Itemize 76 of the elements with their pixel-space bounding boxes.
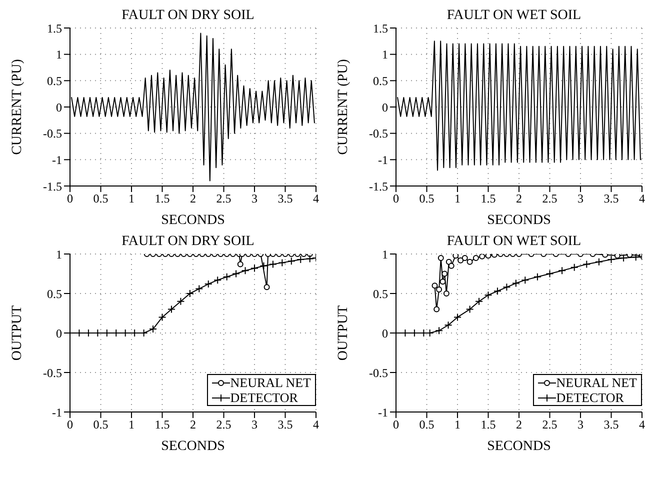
y-tick-label: -0.5 (369, 366, 388, 380)
y-tick-label: -1 (52, 405, 62, 420)
y-tick-label: 1.5 (373, 21, 388, 36)
x-tick-label: 2 (516, 418, 522, 432)
x-tick-label: 4 (639, 192, 645, 206)
x-tick-label: 2.5 (542, 192, 558, 206)
x-tick-label: 1.5 (154, 192, 170, 206)
y-tick-label: 1.5 (47, 21, 62, 36)
legend-label: DETECTOR (230, 390, 298, 405)
y-tick-label: 0 (56, 326, 62, 340)
x-tick-label: 4 (313, 192, 319, 206)
y-tick-label: -0.5 (43, 366, 62, 380)
y-axis-title: CURRENT (PU) (10, 58, 25, 155)
y-tick-label: 1 (382, 48, 388, 62)
x-tick-label: 0.5 (93, 192, 108, 206)
chart-title: FAULT ON DRY SOIL (122, 234, 254, 249)
x-tick-label: 3 (578, 418, 584, 432)
x-tick-label: 1.5 (480, 192, 496, 206)
y-tick-label: 1 (382, 247, 388, 262)
y-tick-label: -1 (378, 405, 388, 420)
x-tick-label: 2 (190, 192, 196, 206)
x-tick-label: 0 (67, 192, 73, 206)
x-tick-label: 0.5 (93, 418, 108, 432)
y-tick-label: 0.5 (373, 74, 388, 88)
y-tick-label: -1 (378, 152, 388, 167)
x-tick-label: 4 (639, 418, 645, 432)
x-tick-label: 0 (67, 418, 73, 432)
y-tick-label: 0 (382, 100, 388, 114)
chart-title: FAULT ON DRY SOIL (122, 8, 254, 23)
legend-label: NEURAL NET (556, 375, 637, 390)
x-tick-label: 1.5 (480, 418, 496, 432)
chart-title: FAULT ON WET SOIL (446, 234, 582, 249)
x-axis-title: SECONDS (161, 439, 225, 454)
y-tick-label: 1 (56, 247, 62, 262)
x-tick-label: 3.5 (604, 192, 619, 206)
legend-label: NEURAL NET (230, 375, 311, 390)
y-tick-label: -0.5 (43, 126, 62, 141)
chart-title: FAULT ON WET SOIL (446, 8, 582, 23)
x-tick-label: 4 (313, 418, 319, 432)
y-tick-label: -1.5 (43, 179, 62, 194)
x-tick-label: 3.5 (278, 418, 293, 432)
x-tick-label: 1 (128, 418, 134, 432)
x-tick-label: 1 (454, 418, 460, 432)
x-tick-label: 3 (578, 192, 584, 206)
x-tick-label: 0.5 (419, 418, 434, 432)
x-tick-label: 2.5 (542, 418, 558, 432)
x-tick-label: 2 (190, 418, 196, 432)
y-tick-label: 0.5 (373, 286, 388, 301)
x-tick-label: 1 (454, 192, 460, 206)
legend-label: DETECTOR (556, 390, 624, 405)
x-tick-label: 3.5 (278, 192, 293, 206)
x-tick-label: 2 (516, 192, 522, 206)
y-tick-label: 0.5 (47, 74, 62, 88)
x-tick-label: 2.5 (216, 192, 232, 206)
x-axis-title: SECONDS (487, 439, 551, 454)
x-tick-label: 3 (252, 418, 258, 432)
y-tick-label: 1 (56, 48, 62, 62)
y-tick-label: 0 (56, 100, 62, 114)
x-axis-title: SECONDS (161, 213, 225, 228)
x-tick-label: 3 (252, 192, 258, 206)
y-tick-label: 0.5 (47, 286, 62, 301)
y-tick-label: 0 (382, 326, 388, 340)
x-tick-label: 2.5 (216, 418, 232, 432)
x-tick-label: 0.5 (419, 192, 434, 206)
y-tick-label: -1.5 (369, 179, 388, 194)
x-tick-label: 1 (128, 192, 134, 206)
y-axis-title: CURRENT (PU) (336, 58, 351, 155)
y-tick-label: -0.5 (369, 126, 388, 141)
y-axis-title: OUTPUT (10, 304, 25, 361)
y-tick-label: -1 (52, 152, 62, 167)
y-axis-title: OUTPUT (336, 304, 351, 361)
x-tick-label: 0 (393, 418, 399, 432)
x-axis-title: SECONDS (487, 213, 551, 228)
x-tick-label: 1.5 (154, 418, 170, 432)
x-tick-label: 0 (393, 192, 399, 206)
x-tick-label: 3.5 (604, 418, 619, 432)
